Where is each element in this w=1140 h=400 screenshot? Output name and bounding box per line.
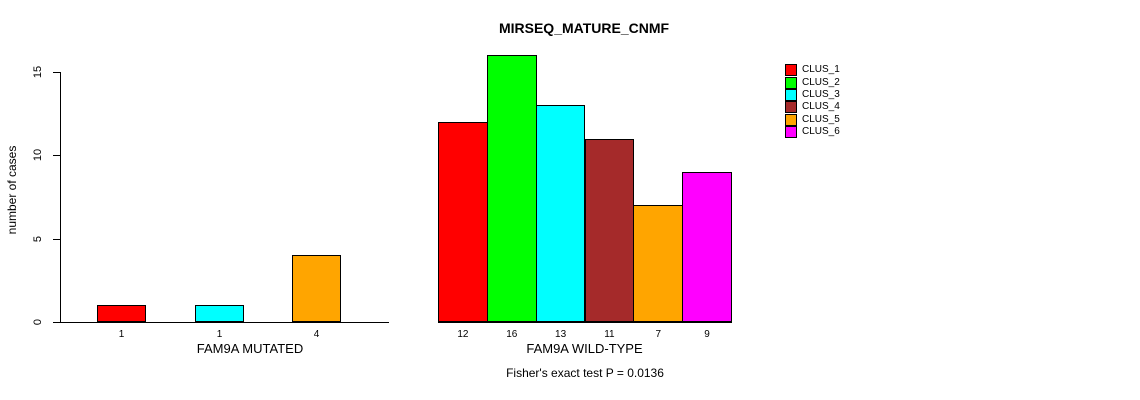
legend-item-clus_4: CLUS_4 xyxy=(785,101,840,114)
legend-item-clus_6: CLUS_6 xyxy=(785,126,840,139)
bar-value-label: 11 xyxy=(604,329,615,340)
legend-swatch xyxy=(785,64,797,77)
y-axis-tick-label: 0 xyxy=(32,318,44,326)
y-axis-tick xyxy=(53,322,60,323)
legend-item-clus_1: CLUS_1 xyxy=(785,64,840,77)
legend-label: CLUS_1 xyxy=(802,64,840,76)
bar-value-label: 16 xyxy=(506,329,518,340)
legend-label: CLUS_3 xyxy=(802,88,840,100)
y-axis-label: number of cases xyxy=(5,145,19,235)
bar-clus_3 xyxy=(195,305,244,322)
x-axis-line xyxy=(60,322,389,323)
y-axis-tick-label: 10 xyxy=(32,149,44,162)
bar-value-label: 12 xyxy=(457,329,469,340)
bar-value-label: 1 xyxy=(216,329,223,340)
legend-swatch xyxy=(785,126,797,139)
bar-value-label: 9 xyxy=(704,329,710,340)
legend-label: CLUS_5 xyxy=(802,113,840,125)
legend-swatch xyxy=(785,113,797,126)
x-axis-line xyxy=(438,322,732,323)
legend-item-clus_3: CLUS_3 xyxy=(785,88,840,101)
y-axis-tick xyxy=(53,155,60,157)
bar-value-label: 7 xyxy=(655,329,662,340)
y-axis-tick-label: 5 xyxy=(32,235,44,242)
y-axis-tick xyxy=(53,238,60,240)
legend-swatch xyxy=(785,76,797,89)
fisher-test-annotation: Fisher's exact test P = 0.0136 xyxy=(506,366,664,380)
bar-clus_5 xyxy=(633,205,684,322)
bar-clus_4 xyxy=(584,138,635,322)
y-axis-tick-label: 15 xyxy=(32,65,44,79)
y-axis-line xyxy=(60,72,61,323)
bar-clus_3 xyxy=(535,105,586,322)
bar-value-label: 13 xyxy=(555,329,567,340)
legend-label: CLUS_6 xyxy=(802,126,840,138)
group-label: FAM9A MUTATED xyxy=(196,341,304,356)
bar-value-label: 1 xyxy=(118,329,125,340)
bar-clus_6 xyxy=(682,172,732,322)
chart-title: MIRSEQ_MATURE_CNMF xyxy=(498,20,670,36)
bar-value-label: 4 xyxy=(313,329,320,340)
bar-clus_2 xyxy=(486,55,537,322)
legend: CLUS_1 CLUS_2 CLUS_3 CLUS_4 CLUS_5 CLUS_6 xyxy=(785,64,840,139)
legend-item-clus_5: CLUS_5 xyxy=(785,113,840,126)
bar-clus_5 xyxy=(292,255,341,322)
bar-clus_1 xyxy=(438,122,488,322)
legend-swatch xyxy=(785,88,797,101)
y-axis-tick xyxy=(53,72,60,73)
group-label: FAM9A WILD-TYPE xyxy=(526,341,643,356)
legend-label: CLUS_4 xyxy=(802,101,840,113)
legend-label: CLUS_2 xyxy=(802,76,840,88)
legend-swatch xyxy=(785,101,797,114)
bar-clus_1 xyxy=(97,305,146,322)
legend-item-clus_2: CLUS_2 xyxy=(785,76,840,89)
